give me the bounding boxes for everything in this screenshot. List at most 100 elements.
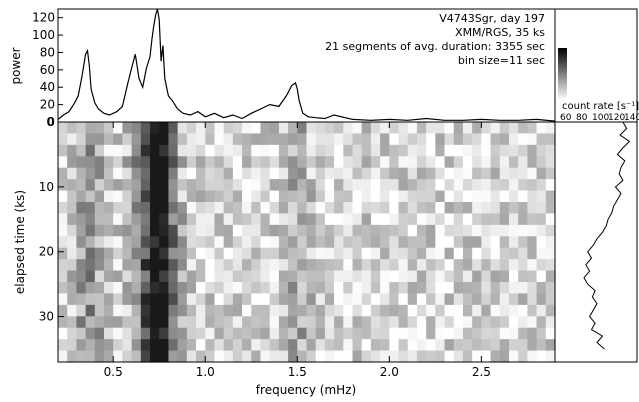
heatmap-cell xyxy=(361,179,372,192)
heatmap-cell xyxy=(545,259,556,272)
heatmap-cell xyxy=(426,304,436,317)
heatmap-cell xyxy=(76,133,87,146)
heatmap-cell xyxy=(499,247,510,260)
heatmap-cell xyxy=(545,224,556,237)
heatmap-cell xyxy=(444,236,455,249)
heatmap-cell xyxy=(122,179,133,192)
heatmap-cell xyxy=(490,247,501,260)
heatmap-cell xyxy=(140,144,151,157)
heatmap-cell xyxy=(398,350,409,363)
heatmap-cell xyxy=(481,247,492,260)
heatmap-cell xyxy=(288,167,298,180)
heatmap-cell xyxy=(545,316,556,329)
heatmap-cell xyxy=(343,213,354,226)
heatmap-cell xyxy=(94,316,105,329)
heatmap-cell xyxy=(306,144,317,157)
heatmap-cell xyxy=(131,122,142,135)
heatmap-cell xyxy=(297,167,308,180)
heatmap-cell xyxy=(67,247,77,260)
heatmap-cell xyxy=(196,202,206,215)
heatmap-cell xyxy=(389,213,400,226)
heatmap-cell xyxy=(140,133,151,146)
heatmap-cell xyxy=(407,190,418,203)
heatmap-cell xyxy=(205,179,216,192)
heatmap-cell xyxy=(232,282,243,295)
heatmap-cell xyxy=(352,270,363,283)
heatmap-cell xyxy=(269,190,280,203)
heatmap-cell xyxy=(242,190,252,203)
heatmap-cell xyxy=(288,190,298,203)
heatmap-cell xyxy=(306,202,317,215)
heatmap-cell xyxy=(150,304,160,317)
heatmap-cell xyxy=(389,316,400,329)
heatmap-cell xyxy=(288,213,298,226)
heatmap-cell xyxy=(242,304,252,317)
heatmap-cell xyxy=(168,190,179,203)
heatmap-cell xyxy=(94,304,105,317)
heatmap-cell xyxy=(545,350,556,363)
heatmap-cell xyxy=(159,316,170,329)
heatmap-cell xyxy=(508,144,519,157)
heatmap-cell xyxy=(251,282,262,295)
heatmap-cell xyxy=(232,224,243,237)
heatmap-cell xyxy=(150,236,160,249)
heatmap-cell xyxy=(242,327,252,340)
heatmap-cell xyxy=(205,304,216,317)
heatmap-cell xyxy=(444,156,455,169)
heatmap-cell xyxy=(104,247,114,260)
heatmap-cell xyxy=(76,122,87,135)
heatmap-cell xyxy=(315,167,326,180)
heatmap-cell xyxy=(453,144,464,157)
heatmap-cell xyxy=(518,156,528,169)
heatmap-cell xyxy=(453,304,464,317)
heatmap-cell xyxy=(527,259,538,272)
heatmap-cell xyxy=(527,144,538,157)
heatmap-cell xyxy=(453,202,464,215)
heatmap-cell xyxy=(352,236,363,249)
heatmap-cell xyxy=(131,304,142,317)
heatmap-cell xyxy=(104,156,114,169)
heatmap-cell xyxy=(232,304,243,317)
heatmap-cell xyxy=(94,270,105,283)
heatmap-cell xyxy=(260,293,271,306)
heatmap-cell xyxy=(140,270,151,283)
heatmap-cell xyxy=(462,304,473,317)
heatmap-cell xyxy=(76,224,87,237)
heatmap-cell xyxy=(113,202,124,215)
heatmap-cell xyxy=(361,270,372,283)
heatmap-cell xyxy=(398,316,409,329)
heatmap-cell xyxy=(94,167,105,180)
heatmap-cell xyxy=(269,247,280,260)
heatmap-cell xyxy=(361,236,372,249)
heatmap-cell xyxy=(518,259,528,272)
heatmap-cell xyxy=(416,122,427,135)
heatmap-cell xyxy=(444,282,455,295)
heatmap-cell xyxy=(352,293,363,306)
heatmap-cell xyxy=(186,133,197,146)
heatmap-cell xyxy=(343,259,354,272)
heatmap-cell xyxy=(472,133,482,146)
heatmap-cell xyxy=(122,190,133,203)
heatmap-cell xyxy=(472,144,482,157)
heatmap-cell xyxy=(85,144,96,157)
heatmap-cell xyxy=(453,350,464,363)
heatmap-cell xyxy=(315,202,326,215)
heatmap-cell xyxy=(343,224,354,237)
heatmap-cell xyxy=(76,236,87,249)
heatmap-cell xyxy=(416,224,427,237)
heatmap-y-ticks: 0 10 20 30 xyxy=(39,115,64,324)
heatmap-cell xyxy=(380,282,390,295)
heatmap-cell xyxy=(352,213,363,226)
heatmap-cell xyxy=(435,156,446,169)
heatmap-cell xyxy=(380,156,390,169)
heatmap-cell xyxy=(435,316,446,329)
heatmap-cell xyxy=(269,156,280,169)
heatmap-cell xyxy=(85,327,96,340)
heatmap-cell xyxy=(150,156,160,169)
heatmap-cell xyxy=(315,350,326,363)
heatmap-cell xyxy=(131,350,142,363)
heatmap-cell xyxy=(426,224,436,237)
heatmap-cell xyxy=(251,316,262,329)
heatmap-cell xyxy=(527,236,538,249)
heatmap-cell xyxy=(334,122,344,135)
